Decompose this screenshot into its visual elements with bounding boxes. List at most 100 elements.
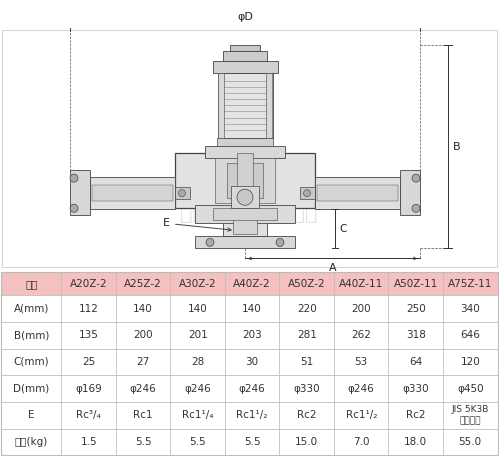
- Bar: [334, 402, 388, 429]
- Bar: [237, 153, 253, 208]
- Bar: [279, 429, 334, 455]
- Bar: [92, 185, 173, 201]
- Circle shape: [237, 189, 253, 205]
- Text: B(mm): B(mm): [14, 330, 49, 340]
- Bar: [400, 170, 420, 215]
- Text: 27: 27: [137, 357, 150, 367]
- Text: A20Z-2: A20Z-2: [70, 279, 107, 289]
- Text: φ246: φ246: [239, 384, 265, 393]
- Circle shape: [412, 174, 420, 182]
- Bar: [116, 295, 170, 322]
- Text: φ246: φ246: [184, 384, 211, 393]
- Bar: [175, 187, 190, 199]
- Text: φ246: φ246: [348, 384, 375, 393]
- Bar: [170, 272, 225, 295]
- Bar: [388, 402, 443, 429]
- Text: 220: 220: [297, 303, 316, 313]
- Circle shape: [70, 204, 78, 212]
- Text: 112: 112: [79, 303, 99, 313]
- Text: A75Z-11: A75Z-11: [448, 279, 493, 289]
- Bar: [388, 348, 443, 375]
- Bar: [443, 322, 498, 348]
- Text: A40Z-11: A40Z-11: [339, 279, 383, 289]
- Bar: [388, 295, 443, 322]
- Text: 250: 250: [406, 303, 426, 313]
- Text: 51: 51: [300, 357, 313, 367]
- Text: 318: 318: [406, 330, 426, 340]
- Bar: [61, 402, 116, 429]
- Text: 1.5: 1.5: [80, 437, 97, 447]
- Bar: [334, 272, 388, 295]
- Text: φ246: φ246: [130, 384, 157, 393]
- Bar: [175, 153, 315, 208]
- Text: 201: 201: [188, 330, 208, 340]
- Bar: [443, 375, 498, 402]
- Text: A25Z-2: A25Z-2: [124, 279, 162, 289]
- Text: 质量(kg): 质量(kg): [15, 437, 48, 447]
- Bar: [170, 429, 225, 455]
- Text: 18.0: 18.0: [404, 437, 427, 447]
- Bar: [213, 208, 277, 220]
- Text: E: E: [28, 410, 35, 420]
- Bar: [1, 375, 61, 402]
- Text: 55.0: 55.0: [459, 437, 482, 447]
- Bar: [61, 272, 116, 295]
- Bar: [388, 429, 443, 455]
- Bar: [443, 429, 498, 455]
- Bar: [61, 322, 116, 348]
- Text: φ330: φ330: [402, 384, 429, 393]
- Text: A40Z-2: A40Z-2: [234, 279, 271, 289]
- Text: C: C: [339, 224, 346, 234]
- Bar: [334, 295, 388, 322]
- Text: 281: 281: [297, 330, 317, 340]
- Bar: [443, 295, 498, 322]
- Bar: [170, 375, 225, 402]
- Bar: [217, 138, 273, 146]
- Text: 外形寸法（A20Z-2～A75Z-11）: 外形寸法（A20Z-2～A75Z-11）: [5, 8, 166, 21]
- Bar: [225, 272, 279, 295]
- Text: A: A: [329, 263, 336, 274]
- Bar: [279, 375, 334, 402]
- Text: 53: 53: [355, 357, 368, 367]
- Text: A(mm): A(mm): [14, 303, 49, 313]
- Bar: [388, 272, 443, 295]
- Bar: [266, 73, 272, 138]
- Bar: [230, 45, 260, 50]
- Bar: [1, 295, 61, 322]
- Text: 5.5: 5.5: [244, 437, 260, 447]
- Bar: [218, 73, 224, 138]
- Bar: [116, 429, 170, 455]
- Text: 140: 140: [188, 303, 208, 313]
- Bar: [70, 170, 90, 215]
- Text: B: B: [453, 141, 461, 151]
- Text: 120: 120: [461, 357, 480, 367]
- Text: Rc2: Rc2: [406, 410, 426, 420]
- Text: 140: 140: [243, 303, 262, 313]
- Text: Rc2: Rc2: [297, 410, 316, 420]
- Text: 5.5: 5.5: [189, 437, 206, 447]
- Bar: [195, 236, 295, 248]
- Bar: [388, 322, 443, 348]
- Bar: [225, 322, 279, 348]
- Bar: [1, 402, 61, 429]
- Bar: [61, 348, 116, 375]
- Text: 7.0: 7.0: [353, 437, 369, 447]
- Bar: [225, 429, 279, 455]
- Bar: [170, 402, 225, 429]
- Text: JIS 5K3B: JIS 5K3B: [452, 405, 489, 414]
- Bar: [334, 322, 388, 348]
- Text: E: E: [163, 218, 231, 231]
- Text: D(mm): D(mm): [13, 384, 49, 393]
- Bar: [225, 375, 279, 402]
- Bar: [1, 272, 61, 295]
- Circle shape: [206, 238, 214, 246]
- Bar: [116, 348, 170, 375]
- Bar: [218, 73, 273, 138]
- Text: 200: 200: [351, 303, 371, 313]
- Bar: [225, 295, 279, 322]
- Bar: [1, 322, 61, 348]
- Text: 340: 340: [461, 303, 480, 313]
- Text: Rc1¹/₂: Rc1¹/₂: [237, 410, 268, 420]
- Bar: [116, 272, 170, 295]
- Bar: [116, 375, 170, 402]
